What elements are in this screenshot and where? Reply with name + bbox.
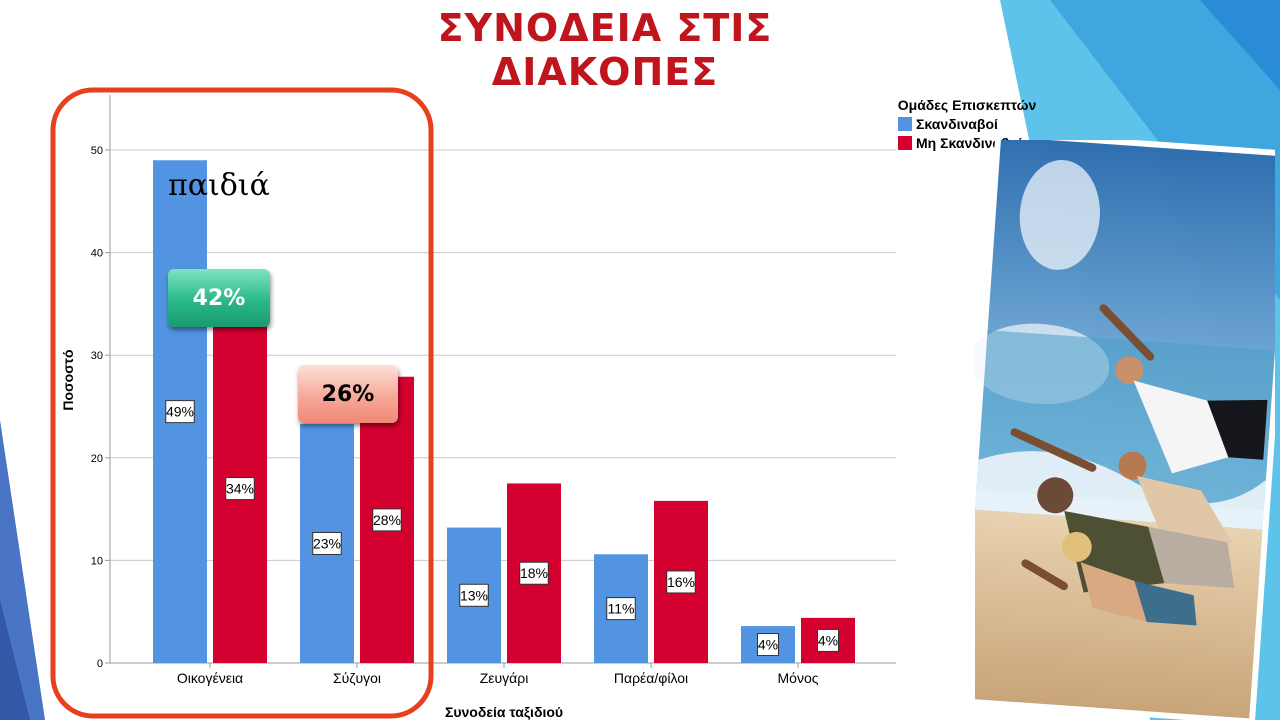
- data-label: 49%: [166, 404, 194, 420]
- data-label: 23%: [313, 535, 341, 551]
- x-tick-label: Σύζυγοι: [333, 670, 381, 686]
- data-label: 11%: [608, 601, 635, 617]
- y-tick-label: 40: [91, 248, 103, 260]
- y-tick-label: 0: [97, 658, 103, 670]
- data-label-box: [519, 561, 549, 585]
- data-label-box: [817, 628, 839, 652]
- y-tick-label: 30: [91, 350, 103, 362]
- bar-chart: 0 10 20 30 40 50 49% 34% 23% 28% 13% 18% 11% 16% 4% 4%…: [50, 87, 896, 720]
- x-tick-label: Οικογένεια: [177, 670, 243, 686]
- data-label-box: [666, 570, 696, 594]
- data-label-box: [757, 633, 779, 657]
- x-axis-label: Συνοδεία ταξιδιού: [445, 704, 563, 720]
- highlight-frame: [50, 87, 434, 719]
- x-tick-label: Παρέα/φίλοι: [614, 670, 688, 686]
- data-label: 18%: [520, 565, 548, 581]
- y-tick-label: 50: [91, 145, 103, 157]
- data-label: 4%: [758, 637, 778, 653]
- y-tick-labels: 0 10 20 30 40 50: [91, 145, 103, 670]
- y-axis-label: Ποσοστό: [60, 349, 76, 410]
- legend-swatch-non-scandinavians: [898, 136, 912, 150]
- family-beach-photo: [975, 140, 1275, 720]
- x-tick-label: Μόνος: [778, 670, 819, 686]
- data-label: 34%: [226, 481, 254, 497]
- data-label: 4%: [818, 632, 838, 648]
- legend-label-scandinavians: Σκανδιναβοί: [916, 116, 998, 132]
- children-annotation: παιδιά: [168, 168, 270, 203]
- legend-swatch-scandinavians: [898, 117, 912, 131]
- data-label-box: [312, 531, 342, 555]
- data-label: 13%: [460, 587, 488, 603]
- y-tick-label: 10: [91, 555, 103, 567]
- data-label-box: [372, 508, 402, 532]
- data-label: 16%: [667, 574, 695, 590]
- x-tick-labels: Οικογένεια Σύζυγοι Ζευγάρι Παρέα/φίλοι Μόνος: [177, 663, 819, 686]
- legend-title: Ομάδες Επισκεπτών: [897, 97, 1037, 113]
- family-callout-badge: 42%: [168, 269, 270, 327]
- legend-item-scandinavians: Σκανδιναβοί: [898, 116, 1046, 132]
- data-label-box: [225, 477, 255, 501]
- data-label-box: [165, 400, 195, 424]
- spouse-callout-badge: 26%: [298, 365, 398, 423]
- data-label-box: [459, 583, 489, 607]
- slide-title: ΣΥΝΟΔΕΙΑ ΣΤΙΣ ΔΙΑΚΟΠΕΣ: [437, 6, 773, 94]
- data-label-box: [606, 597, 636, 621]
- data-label: 28%: [373, 512, 401, 528]
- x-tick-label: Ζευγάρι: [480, 670, 529, 686]
- y-tick-label: 20: [91, 453, 103, 465]
- chart-bars: 49% 34% 23% 28% 13% 18% 11% 16% 4% 4%: [153, 160, 855, 663]
